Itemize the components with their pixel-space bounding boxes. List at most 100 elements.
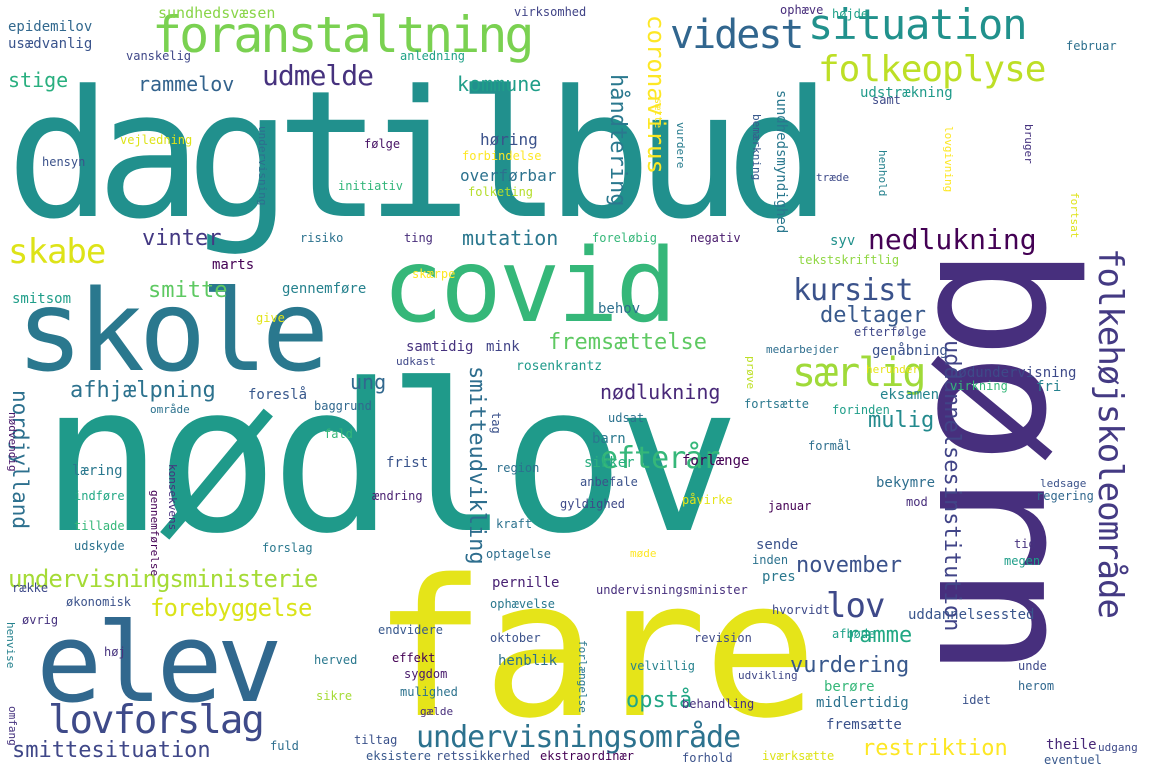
word: fremsætte (826, 717, 902, 733)
word: rosenkrantz (516, 359, 603, 374)
word: vejledning (120, 133, 193, 147)
word: række (12, 581, 49, 595)
word: unde (1018, 659, 1047, 673)
word: coronavirus (642, 15, 670, 174)
word: pernille (492, 575, 560, 591)
word: højde (832, 7, 869, 21)
word: covid (382, 227, 677, 346)
word: samtidig (406, 339, 474, 355)
word: berøre (824, 679, 875, 695)
word: mutation (462, 226, 559, 250)
word: prøve (744, 356, 757, 390)
word: epidemilov (8, 19, 93, 35)
word: ophæve (780, 3, 824, 17)
word: virksomhed (514, 5, 587, 19)
word: effekt (392, 651, 436, 665)
word: økonomisk (66, 595, 132, 609)
word: forinden (832, 403, 890, 417)
word: udstrækning (860, 85, 953, 101)
word: udkast (396, 355, 436, 368)
word: sætte (652, 98, 663, 129)
word: forebyggelse (150, 594, 312, 622)
word: tekstskriftlig (798, 253, 900, 267)
word: rammelov (138, 72, 235, 96)
word: foreslå (248, 387, 308, 403)
word: gennemføre (282, 281, 367, 297)
word: samt (872, 93, 901, 107)
word: region (496, 461, 540, 475)
word: henhold (876, 150, 889, 197)
word: smitteudvikling (464, 366, 489, 565)
word: ophævelse (490, 597, 556, 611)
word: område (150, 403, 190, 416)
word: vurdere (674, 122, 687, 169)
word: theile (1046, 737, 1097, 753)
word: gælde (420, 705, 454, 718)
word: møde (630, 547, 657, 560)
word: inden (752, 553, 789, 567)
word: midlertidig (816, 695, 909, 711)
word: restriktion (862, 736, 1008, 761)
word: undervisningsområde (416, 720, 741, 755)
word: efterfølge (854, 325, 927, 339)
word: lovforslag (48, 698, 265, 743)
word: endvidere (378, 623, 444, 637)
word: videst (670, 12, 804, 58)
word: undervisningsministerie (8, 565, 318, 593)
word: iværksætte (762, 749, 835, 763)
word: pres (762, 569, 796, 585)
word: tid (1014, 537, 1036, 551)
word: henvise (4, 622, 17, 669)
word: vurdering (790, 653, 910, 678)
word: indføre (74, 489, 125, 503)
word: behov (598, 301, 641, 317)
word: kursist (793, 273, 913, 308)
word: forbindelse (462, 149, 542, 163)
word: megen (1004, 554, 1041, 568)
word: ung (350, 370, 387, 394)
word: forhold (682, 751, 733, 765)
word: optagelse (486, 547, 552, 561)
word: uddannelsessted (908, 607, 1035, 623)
word: høring (480, 130, 538, 149)
word: situation (808, 0, 1028, 49)
word: mulig (868, 408, 935, 433)
word: henblik (498, 653, 558, 669)
word: kraft (496, 517, 533, 531)
word: sikre (316, 689, 353, 703)
word: eventuel (1044, 753, 1102, 767)
word: omfang (6, 706, 19, 746)
word: give (256, 311, 285, 325)
word: bekymre (876, 475, 936, 491)
word: fortsætte (744, 397, 810, 411)
word: behandling (682, 697, 755, 711)
word: fald (324, 427, 353, 441)
word: opstå (626, 688, 693, 713)
word: elev (36, 599, 283, 727)
word: vinter (142, 226, 222, 251)
word: ting (404, 231, 433, 245)
word: sikker (584, 455, 635, 471)
word: marts (212, 257, 255, 273)
word: oktober (490, 631, 541, 645)
word: ramme (846, 623, 913, 648)
word: gennemførelse (148, 490, 161, 577)
word: fare (372, 539, 818, 760)
word: særlig (792, 350, 926, 396)
word: medarbejder (766, 343, 839, 356)
word: undervisning (256, 126, 269, 206)
word: folketing (468, 185, 534, 199)
word: konsekvens (166, 464, 179, 531)
word: udvikling (738, 669, 798, 682)
word: forslag (262, 541, 313, 555)
word: nødvendig (6, 412, 19, 472)
word: smitte (148, 278, 228, 303)
word: anledning (400, 49, 466, 63)
word: virkning (950, 379, 1008, 393)
word: genåbning (872, 343, 948, 359)
word: idet (962, 693, 991, 707)
word: revision (694, 631, 752, 645)
word: initiativ (338, 179, 404, 193)
word: herom (1018, 679, 1055, 693)
word: bemærkning (750, 114, 763, 181)
